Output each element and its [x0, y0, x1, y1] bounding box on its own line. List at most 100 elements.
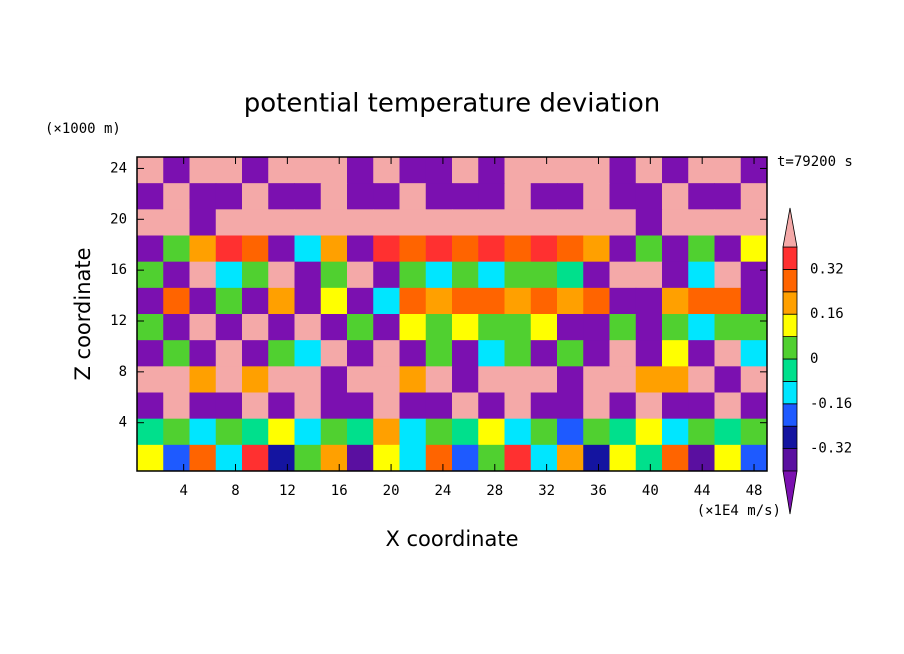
colorbar-segment	[782, 336, 798, 360]
field-cell	[583, 392, 610, 420]
field-cell	[373, 340, 400, 367]
field-cell	[425, 183, 453, 210]
field-cell	[163, 418, 190, 446]
field-cell	[478, 261, 505, 289]
field-cell	[478, 340, 505, 367]
field-cell	[635, 444, 663, 472]
field-cell	[609, 157, 637, 184]
field-cell	[557, 235, 584, 263]
colorbar-extend-high	[782, 207, 798, 248]
colorbar-label: 0.16	[810, 306, 844, 322]
field-cell	[557, 314, 584, 341]
field-cell	[714, 340, 742, 367]
field-cell	[609, 287, 637, 315]
field-cell	[583, 287, 610, 315]
field-cell	[635, 235, 663, 263]
field-cell	[635, 209, 663, 236]
field-cell	[163, 287, 190, 315]
x-tick-label: 4	[179, 483, 187, 499]
field-cell	[478, 418, 505, 446]
field-cell	[583, 235, 610, 263]
field-cell	[137, 340, 164, 367]
field-cell	[189, 235, 217, 263]
field-cell	[189, 183, 217, 210]
field-cell	[347, 287, 374, 315]
field-cell	[504, 287, 532, 315]
field-cell	[452, 209, 479, 236]
field-cell	[662, 287, 689, 315]
field-cell	[688, 366, 715, 393]
y-axis-label: Z coordinate	[71, 247, 95, 380]
x-tick-label: 24	[434, 483, 451, 499]
field-cell	[478, 157, 505, 184]
field-cell	[137, 392, 164, 420]
field-cell	[504, 392, 532, 420]
field-cell	[294, 418, 322, 446]
field-cell	[189, 366, 217, 393]
field-cell	[320, 444, 348, 472]
field-cell	[320, 287, 348, 315]
field-cell	[399, 287, 427, 315]
field-cell	[399, 418, 427, 446]
field-cell	[714, 287, 742, 315]
field-cell	[242, 444, 269, 472]
field-cell	[452, 261, 479, 289]
field-cell	[373, 418, 400, 446]
field-cell	[740, 261, 768, 289]
field-cell	[452, 314, 479, 341]
field-cell	[137, 209, 164, 236]
field-cell	[662, 418, 689, 446]
field-cell	[714, 261, 742, 289]
y-tick-label: 4	[119, 415, 127, 431]
field-cell	[688, 340, 715, 367]
field-cell	[373, 183, 400, 210]
field-cell	[242, 287, 269, 315]
colorbar-segment	[782, 268, 798, 293]
field-cell	[163, 340, 190, 367]
field-cell	[452, 157, 479, 184]
x-tick-label: 8	[231, 483, 239, 499]
colorbar-segment	[782, 425, 798, 450]
field-cell	[163, 157, 190, 184]
field-cell	[425, 366, 453, 393]
field-cell	[714, 418, 742, 446]
field-cell	[399, 314, 427, 341]
field-cell	[530, 183, 558, 210]
field-cell	[530, 157, 558, 184]
field-cell	[425, 314, 453, 341]
field-cell	[662, 157, 689, 184]
field-cell	[714, 366, 742, 393]
x-unit: (×1E4 m/s)	[697, 503, 781, 519]
field-cell	[399, 209, 427, 236]
field-cell	[347, 314, 374, 341]
x-tick-label: 28	[486, 483, 503, 499]
field-cell	[635, 366, 663, 393]
x-tick-label: 44	[694, 483, 711, 499]
field-cell	[320, 235, 348, 263]
field-cell	[294, 444, 322, 472]
field-cell	[268, 366, 295, 393]
field-cell	[740, 183, 768, 210]
field-cell	[399, 235, 427, 263]
field-cell	[740, 287, 768, 315]
field-cell	[268, 183, 295, 210]
field-cell	[662, 392, 689, 420]
field-cell	[688, 287, 715, 315]
field-cell	[583, 340, 610, 367]
x-tick-label: 16	[331, 483, 348, 499]
field-cell	[215, 314, 243, 341]
field-cell	[137, 314, 164, 341]
field-cell	[399, 340, 427, 367]
field-cell	[662, 261, 689, 289]
field-cell	[294, 261, 322, 289]
field-cell	[557, 366, 584, 393]
field-cell	[425, 287, 453, 315]
field-cell	[242, 261, 269, 289]
field-cell	[242, 157, 269, 184]
field-cell	[452, 183, 479, 210]
field-cell	[504, 183, 532, 210]
field-cell	[215, 287, 243, 315]
field-cell	[373, 209, 400, 236]
field-cell	[189, 261, 217, 289]
field-cell	[557, 392, 584, 420]
